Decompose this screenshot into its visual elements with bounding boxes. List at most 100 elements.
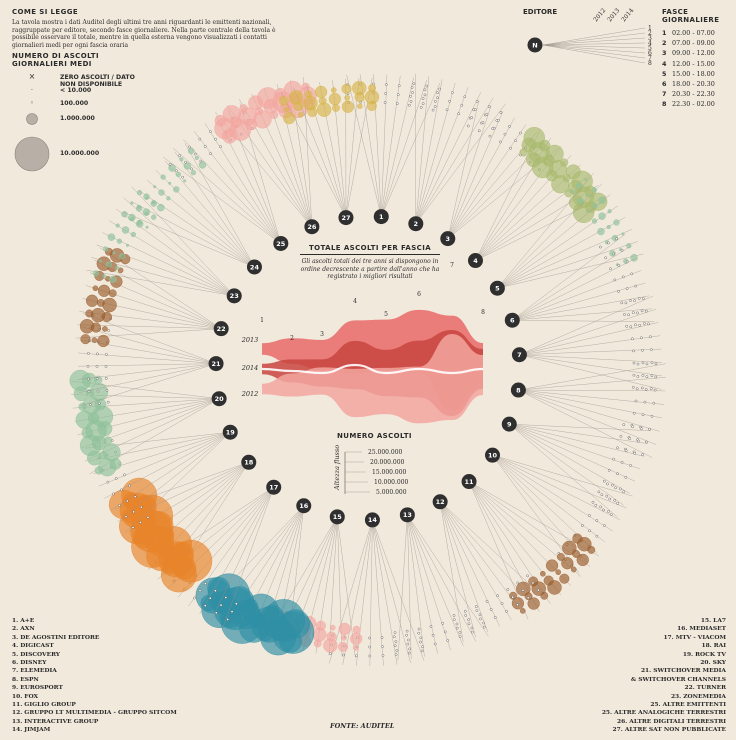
- data-dot: [619, 487, 622, 491]
- fan-line: [77, 324, 222, 329]
- publisher-node-label: 26: [307, 223, 317, 231]
- data-bubble: [157, 203, 165, 212]
- data-dot: [394, 653, 398, 656]
- publisher-node: [246, 259, 262, 275]
- data-dot: [443, 630, 447, 634]
- data-dot: [132, 510, 135, 514]
- fan-line: [372, 519, 398, 665]
- data-dot: [625, 287, 629, 290]
- data-dot: [482, 621, 485, 625]
- fan-line: [381, 82, 441, 217]
- fan-line: [468, 481, 529, 620]
- data-bubble: [168, 164, 176, 172]
- data-dot: [214, 611, 218, 615]
- fan-line: [415, 103, 506, 224]
- publisher-list-item: 8. ESPN: [12, 675, 39, 683]
- data-dot: [448, 99, 451, 103]
- publisher-list-item: 10. FOX: [12, 692, 39, 700]
- year-label: 2012: [241, 390, 259, 398]
- data-dot: [645, 440, 648, 444]
- data-dot: [648, 427, 651, 431]
- data-bubble: [92, 285, 99, 292]
- size-legend-row: × ZERO ASCOLTI / DATO NON DISPONIBILE: [12, 72, 142, 88]
- data-dot: [594, 503, 598, 507]
- data-dot: [642, 297, 645, 300]
- data-dot: [146, 516, 150, 519]
- publisher-node-label: 18: [244, 459, 254, 467]
- data-bubble: [194, 155, 199, 160]
- publisher-node: [364, 512, 380, 528]
- size-legend-label: 1.000.000: [60, 115, 95, 122]
- slot-label: 3: [320, 331, 324, 338]
- data-dot: [607, 468, 611, 472]
- data-dot: [636, 375, 640, 378]
- data-dot: [128, 484, 131, 488]
- data-dot: [595, 534, 599, 538]
- data-bubble: [107, 233, 116, 241]
- data-bubble: [543, 575, 554, 586]
- data-dot: [467, 618, 470, 621]
- publisher-list-item: 12. GRUPPO LT MULTIMEDIA - GRUPPO SITCOM: [12, 709, 177, 717]
- data-dot: [595, 519, 599, 522]
- data-dot: [599, 245, 602, 249]
- data-dot: [98, 402, 101, 405]
- data-dot: [629, 299, 632, 302]
- fan-line: [86, 269, 235, 297]
- data-dot: [492, 126, 496, 130]
- data-bubble: [128, 213, 136, 222]
- data-dot: [131, 526, 135, 529]
- data-dot: [606, 482, 609, 486]
- fan-line: [372, 519, 384, 666]
- fan-line: [512, 245, 632, 321]
- data-dot: [616, 472, 619, 476]
- data-bubble: [143, 193, 150, 200]
- data-dot: [436, 96, 439, 100]
- fan-line: [440, 501, 545, 599]
- publisher-list-item: 22. TURNER: [684, 684, 727, 692]
- data-dot: [397, 84, 401, 88]
- data-dot: [421, 645, 424, 649]
- data-dot: [458, 635, 462, 638]
- data-dot: [632, 373, 636, 377]
- slot-label: 6: [417, 291, 421, 298]
- data-dot: [609, 267, 612, 271]
- publisher-node-label: 12: [436, 498, 445, 506]
- key-year-label: 2014: [620, 7, 635, 23]
- data-bubble: [175, 171, 181, 177]
- data-dot: [645, 362, 649, 366]
- publisher-list-item: 5. DISCOVERY: [12, 650, 61, 658]
- publisher-node-label: 5: [495, 285, 500, 293]
- publisher-node: [222, 424, 238, 440]
- data-dot: [641, 413, 645, 417]
- publisher-list-item: 27. ALTRE SAT NON PUBBLICATE: [612, 726, 726, 734]
- publisher-node-label: 23: [230, 292, 239, 300]
- size-legend-row: 1.000.000: [12, 111, 142, 135]
- fan-line: [519, 322, 659, 355]
- data-dot: [500, 602, 504, 605]
- data-dot: [120, 488, 123, 492]
- publisher-node: [432, 494, 448, 510]
- data-dot: [87, 390, 91, 394]
- data-dot: [394, 640, 398, 643]
- data-dot: [614, 486, 617, 490]
- data-bubble: [576, 197, 584, 205]
- fan-line: [280, 91, 347, 218]
- fan-line: [447, 105, 492, 239]
- publisher-ring: 1234567891011121314151617181920212223242…: [69, 73, 666, 666]
- data-dot: [235, 602, 238, 606]
- data-dot: [591, 500, 595, 504]
- data-dot: [519, 131, 522, 135]
- data-bubble: [314, 85, 328, 99]
- data-bubble: [153, 185, 157, 189]
- data-dot: [410, 86, 414, 89]
- fan-line: [123, 212, 255, 268]
- data-dot: [105, 353, 108, 356]
- data-bubble: [91, 337, 98, 343]
- data-dot: [436, 91, 439, 94]
- fan-line: [174, 151, 255, 268]
- data-dot: [396, 93, 400, 96]
- publisher-node: [461, 474, 477, 490]
- publisher-list-item: 2. AXN: [12, 625, 35, 633]
- data-dot: [604, 256, 607, 260]
- fan-line: [512, 257, 637, 321]
